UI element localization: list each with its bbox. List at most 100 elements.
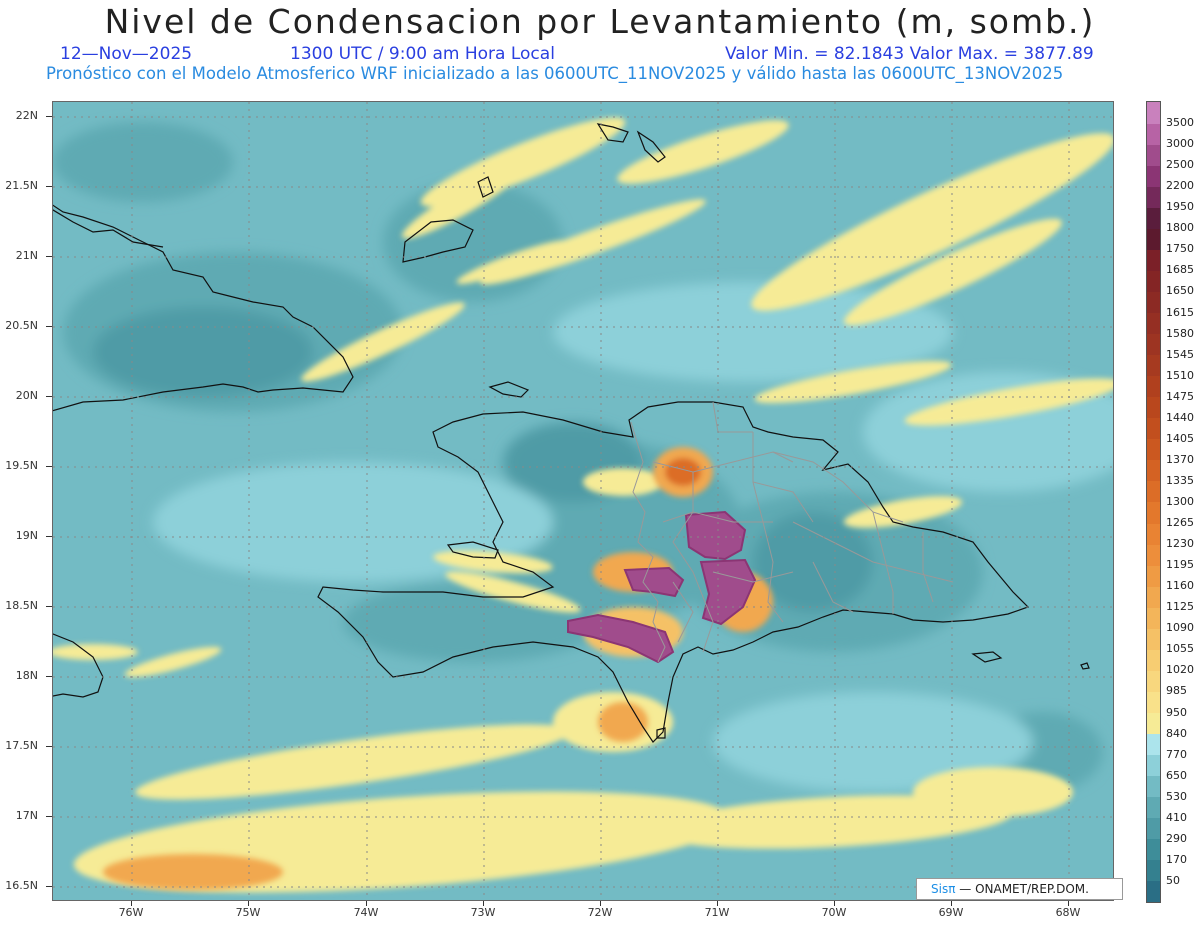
lat-label: 17N [15,809,38,822]
lat-tick [46,256,52,257]
lat-tick [46,676,52,677]
color-scale-label: 1230 [1166,537,1194,551]
lat-label: 17.5N [5,739,38,752]
color-scale-segment [1147,733,1160,756]
color-scale-segment [1147,417,1160,440]
valid-time: 1300 UTC / 9:00 am Hora Local [290,44,555,64]
color-scale-label: 1685 [1166,263,1194,277]
color-scale-label: 50 [1166,873,1180,887]
color-scale-label: 770 [1166,747,1187,761]
lat-tick [46,886,52,887]
color-scale-label: 410 [1166,810,1187,824]
color-scale-label: 1510 [1166,368,1194,382]
graticule [53,102,1113,900]
color-scale-segment [1147,628,1160,650]
lon-tick [366,901,367,906]
lat-tick [46,396,52,397]
valid-date: 12—Nov—2025 [60,44,193,64]
color-scale-segment [1147,228,1160,250]
color-scale-label: 2200 [1166,179,1194,193]
color-scale-label: 1335 [1166,473,1194,487]
color-scale-segment [1147,123,1160,145]
credit-box: Sisπ — ONAMET/REP.DOM. [916,878,1123,900]
color-scale-segment [1147,565,1160,587]
color-scale-segment [1147,502,1160,524]
beata-island [656,727,666,739]
lat-label: 20.5N [5,319,38,332]
color-scale-label: 170 [1166,852,1187,866]
inagua-island [402,219,474,263]
color-scale-segment [1147,102,1160,124]
min-max-values: Valor Min. = 82.1843 Valor Max. = 3877.8… [725,44,1094,64]
color-scale-bar [1146,101,1161,903]
color-scale-label: 1440 [1166,410,1194,424]
color-scale-segment [1147,396,1160,419]
lon-tick [131,901,132,906]
color-scale-segment [1147,586,1160,608]
lat-label: 16.5N [5,879,38,892]
color-scale-label: 1580 [1166,326,1194,340]
color-scale-label: 840 [1166,726,1187,740]
color-scale-segment [1147,859,1160,882]
lat-label: 21.5N [5,179,38,192]
chart-title: Nivel de Condensacion por Levantamiento … [104,2,1096,41]
color-scale-segment [1147,775,1160,798]
color-scale-segment [1147,270,1160,292]
color-scale-segment [1147,375,1160,398]
lon-label: 71W [704,906,730,919]
color-scale-segment [1147,207,1160,229]
color-scale-segment [1147,523,1160,545]
lon-tick [717,901,718,906]
jamaica-coast [53,633,104,698]
lat-tick [46,536,52,537]
color-scale-segment [1147,438,1160,461]
color-scale-segment [1147,607,1160,629]
lat-label: 18.5N [5,599,38,612]
lat-label: 19N [15,529,38,542]
lat-label: 22N [15,109,38,122]
color-scale-label: 1750 [1166,242,1194,256]
lat-tick [46,816,52,817]
color-scale-label: 1055 [1166,642,1194,656]
lat-label: 20N [15,389,38,402]
color-scale-label: 950 [1166,705,1187,719]
color-scale-label: 1195 [1166,558,1194,572]
color-scale-label: 1950 [1166,200,1194,214]
color-scale-segment [1147,880,1160,903]
color-scale-segment [1147,165,1160,187]
lat-tick [46,466,52,467]
color-scale-segment [1147,480,1160,503]
color-scale-label: 985 [1166,684,1187,698]
lon-label: 70W [821,906,847,919]
color-scale-label: 1160 [1166,579,1194,593]
color-scale-segment [1147,712,1160,735]
lon-label: 74W [353,906,379,919]
color-scale-segment [1147,312,1160,335]
lon-label: 75W [235,906,261,919]
lat-tick [46,116,52,117]
color-scale-label: 1020 [1166,663,1194,677]
lat-label: 18N [15,669,38,682]
color-scale-label: 1090 [1166,621,1194,635]
lon-tick [600,901,601,906]
lon-label: 73W [470,906,496,919]
color-scale-segment [1147,796,1160,819]
bahamas-fragment [53,209,164,248]
lat-label: 19.5N [5,459,38,472]
color-scale-label: 1650 [1166,284,1194,298]
lcl-shaded-map [53,102,1113,900]
color-scale-segment [1147,186,1160,208]
color-scale-label: 1370 [1166,452,1194,466]
color-scale-label: 1800 [1166,221,1194,235]
color-scale-label: 1300 [1166,495,1194,508]
lat-tick [46,606,52,607]
color-scale-segment [1147,459,1160,482]
lon-label: 69W [938,906,964,919]
color-scale-segment [1147,817,1160,840]
color-scale-segment [1147,670,1160,692]
color-scale-segment [1147,291,1160,314]
lat-tick [46,186,52,187]
color-scale-label: 1265 [1166,516,1194,530]
color-scale-label: 1615 [1166,305,1194,319]
tortuga-island [488,381,530,398]
